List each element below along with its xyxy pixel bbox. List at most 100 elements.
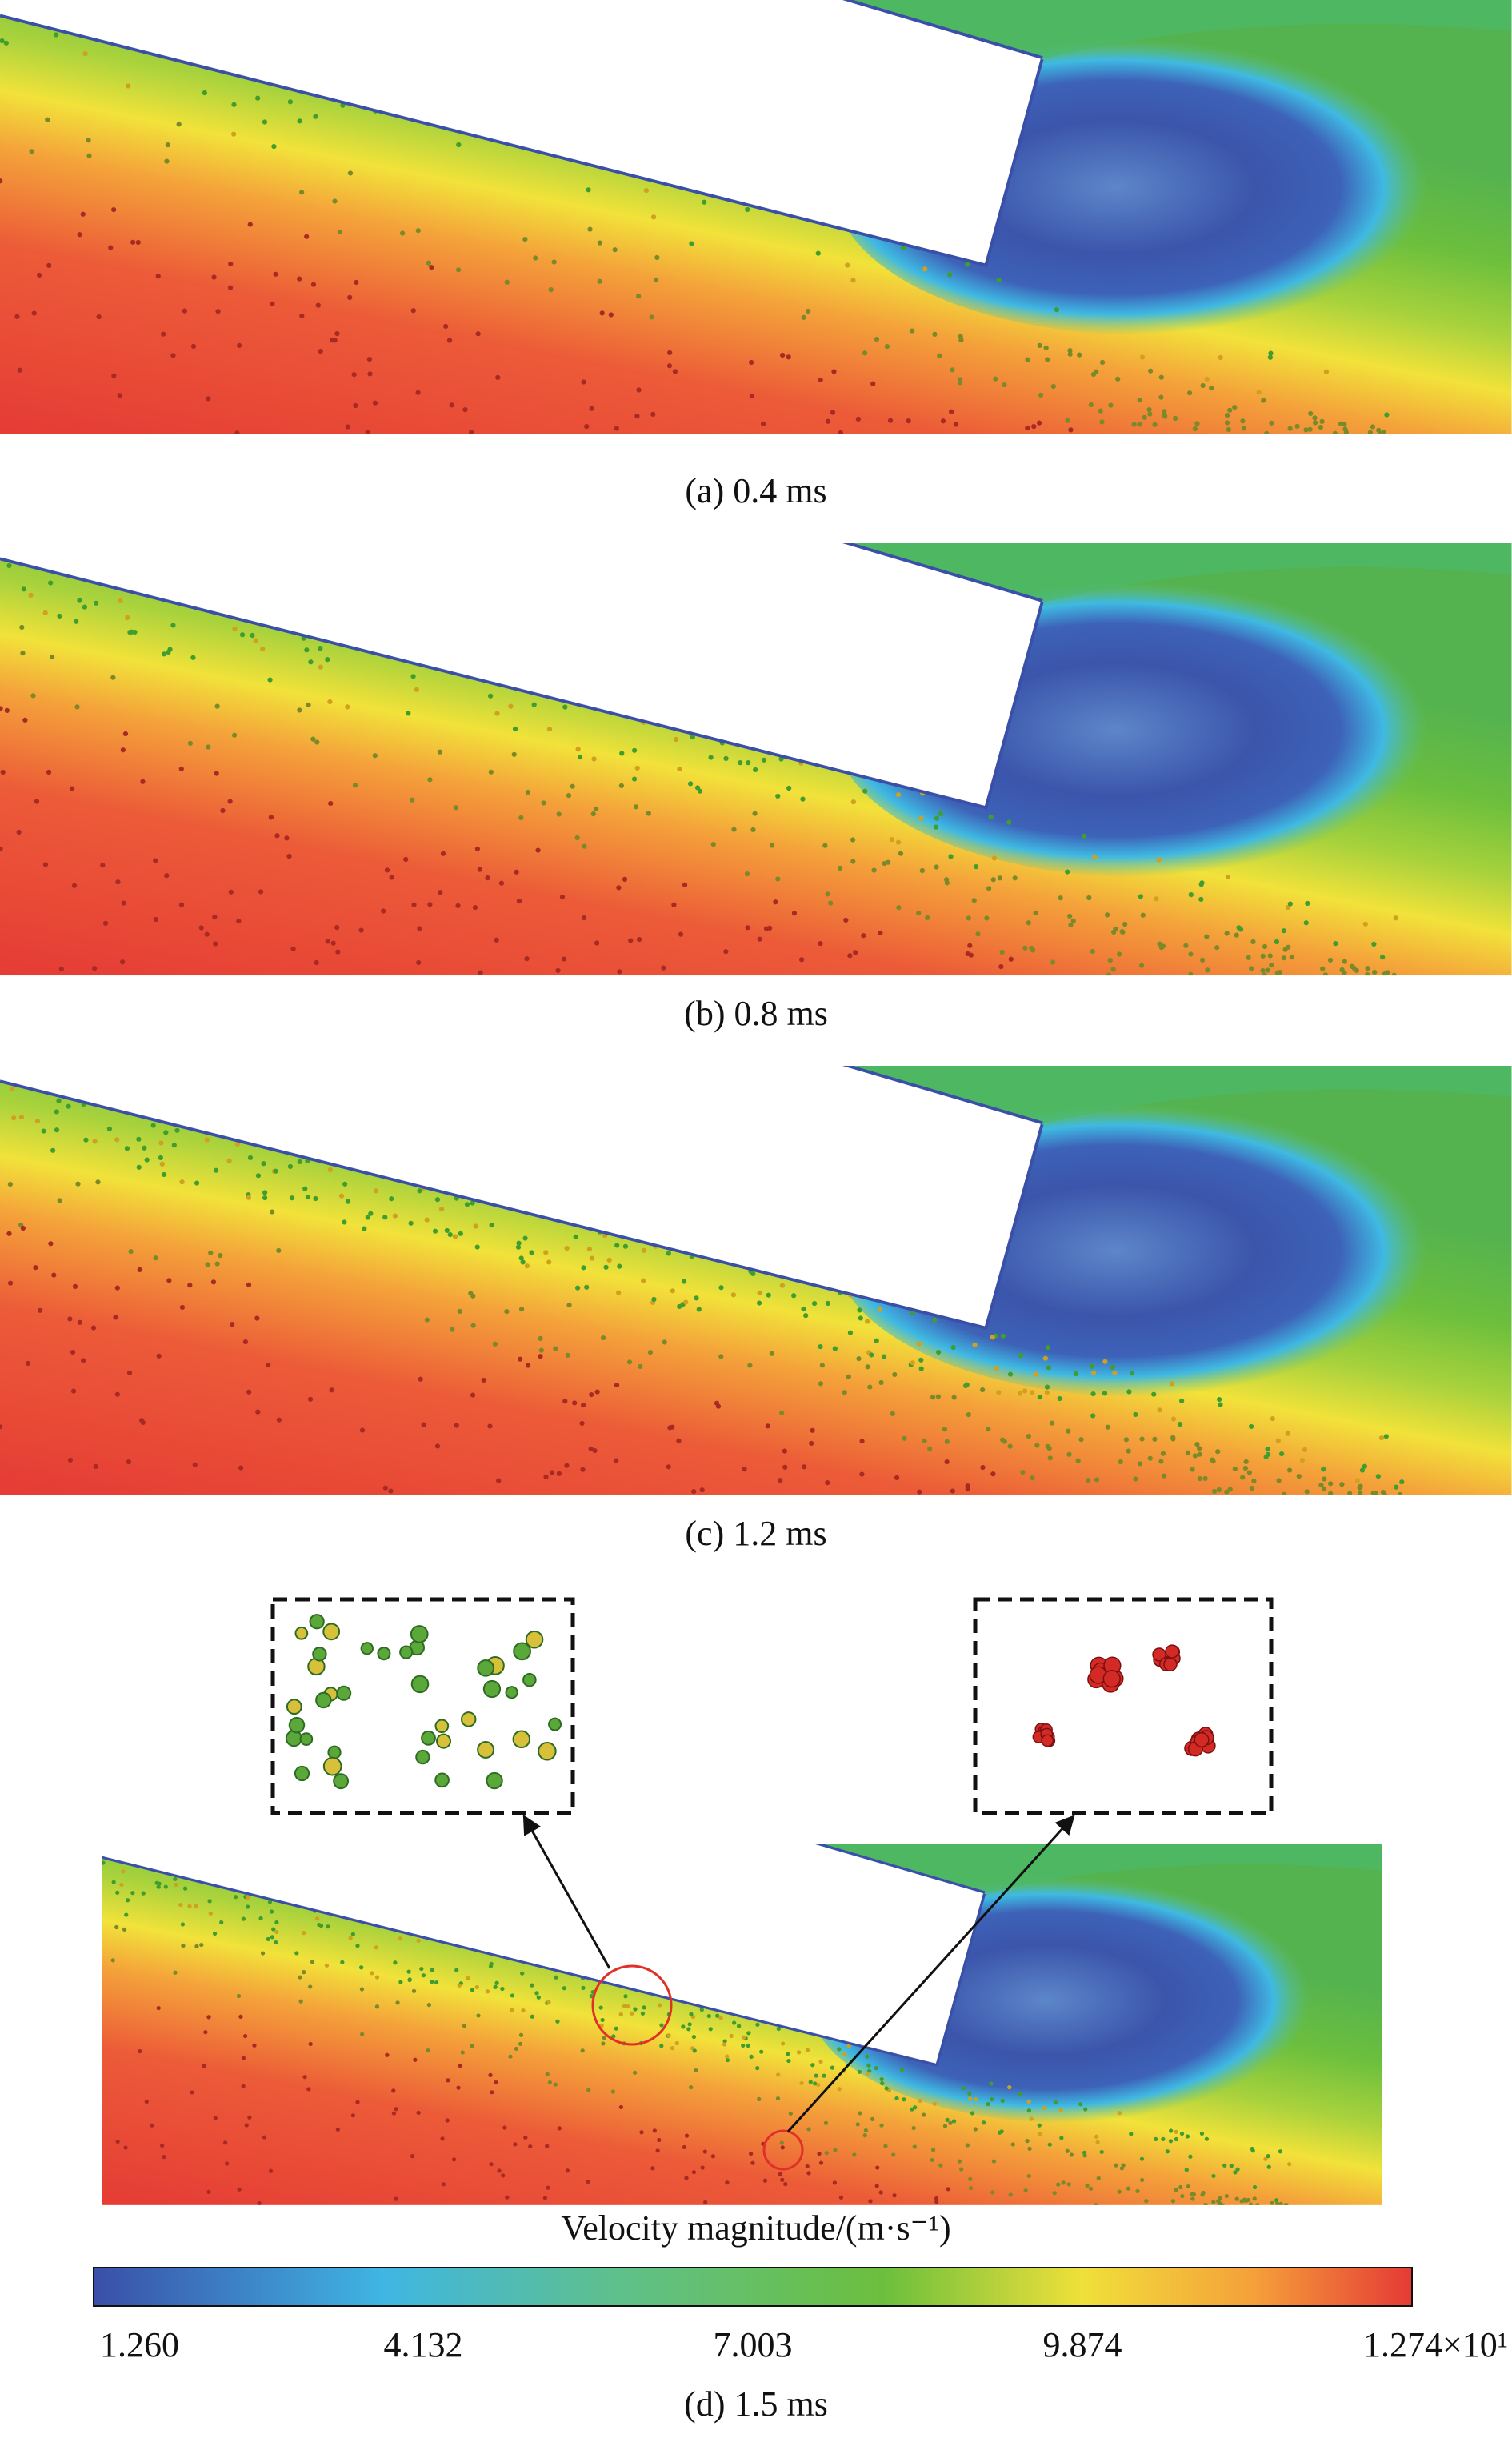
particle <box>896 905 902 911</box>
particle <box>309 1614 325 1630</box>
particle <box>1261 398 1266 403</box>
particle <box>979 1387 986 1393</box>
particle <box>51 1272 57 1278</box>
particle <box>818 377 823 383</box>
particle <box>1068 922 1074 927</box>
obstacle <box>102 1844 985 2065</box>
flow-panel <box>0 543 1512 976</box>
particle <box>1222 2163 1227 2168</box>
particle <box>641 1278 646 1283</box>
panel-caption: (a) 0.4 ms <box>685 471 826 510</box>
particle <box>684 2133 690 2138</box>
particle <box>543 1474 549 1479</box>
particle <box>918 815 924 821</box>
particle <box>968 2186 974 2191</box>
particle <box>780 2145 785 2150</box>
particle <box>745 206 750 213</box>
particle <box>1321 1467 1326 1472</box>
particle <box>573 1234 578 1239</box>
particle <box>325 657 330 663</box>
particle <box>237 342 242 349</box>
particle <box>1007 1371 1014 1377</box>
particle <box>333 1773 350 1790</box>
particle <box>485 1989 490 1994</box>
particle <box>1057 1395 1062 1402</box>
particle <box>884 2086 889 2091</box>
particle <box>71 883 78 888</box>
particle <box>410 1675 430 1694</box>
particle <box>1169 1381 1175 1387</box>
particle <box>1129 2132 1134 2136</box>
particle <box>814 2073 818 2078</box>
particle <box>822 843 828 848</box>
particle <box>838 2195 844 2200</box>
particle <box>1190 1467 1195 1472</box>
particle <box>676 1438 682 1443</box>
particle <box>1133 1476 1138 1482</box>
particle <box>342 1181 348 1187</box>
particle <box>580 1403 586 1408</box>
particle <box>867 1384 873 1390</box>
particle <box>731 827 737 832</box>
particle <box>702 2200 708 2204</box>
particle <box>832 1346 838 1351</box>
particle <box>718 1354 724 1359</box>
particle <box>328 800 334 807</box>
particle <box>878 2190 883 2195</box>
particle <box>178 766 184 772</box>
particle <box>659 2044 664 2048</box>
particle <box>1066 913 1073 919</box>
particle <box>34 799 40 804</box>
particle <box>239 632 246 638</box>
particle <box>284 835 290 841</box>
particle <box>462 406 468 413</box>
particle <box>1126 2186 1131 2191</box>
particle <box>946 2187 950 2192</box>
panel-caption: (d) 1.5 ms <box>684 2384 828 2424</box>
particle <box>1265 1447 1270 1452</box>
particle <box>124 1912 129 1917</box>
particle <box>973 2097 978 2102</box>
particle <box>154 1880 159 1885</box>
particle <box>553 1346 558 1351</box>
particle <box>1379 955 1386 960</box>
particle <box>1312 420 1318 426</box>
particle <box>228 889 234 895</box>
particle <box>910 2107 914 2112</box>
particle <box>857 2069 862 2074</box>
particle <box>572 1400 578 1406</box>
particle <box>922 1438 927 1443</box>
particle <box>395 2000 400 2005</box>
particle <box>312 1647 327 1662</box>
particle <box>657 2003 662 2008</box>
particle <box>156 1353 162 1359</box>
particle <box>1082 833 1087 839</box>
particle <box>212 1931 218 1936</box>
particle <box>457 1983 462 1988</box>
particle <box>533 255 538 261</box>
particle <box>155 274 161 279</box>
particle <box>1020 1469 1026 1475</box>
particle <box>706 2013 711 2019</box>
particle <box>46 262 52 269</box>
particle <box>725 2054 730 2059</box>
particle <box>965 2143 970 2148</box>
particle <box>421 1422 426 1427</box>
particle <box>600 1335 606 1341</box>
particle <box>454 1968 459 1972</box>
particle <box>1025 2139 1030 2144</box>
particle <box>202 90 207 96</box>
particle <box>865 2071 870 2076</box>
particle <box>434 1197 441 1203</box>
particle <box>489 2162 494 2167</box>
particle <box>748 2152 754 2156</box>
particle <box>192 1462 198 1467</box>
particle <box>1162 409 1167 414</box>
particle <box>1156 857 1162 863</box>
particle <box>964 1382 970 1387</box>
particle <box>1287 2162 1292 2167</box>
particle <box>591 756 597 762</box>
particle <box>865 1319 870 1324</box>
particle <box>406 711 411 716</box>
particle <box>468 1291 474 1296</box>
